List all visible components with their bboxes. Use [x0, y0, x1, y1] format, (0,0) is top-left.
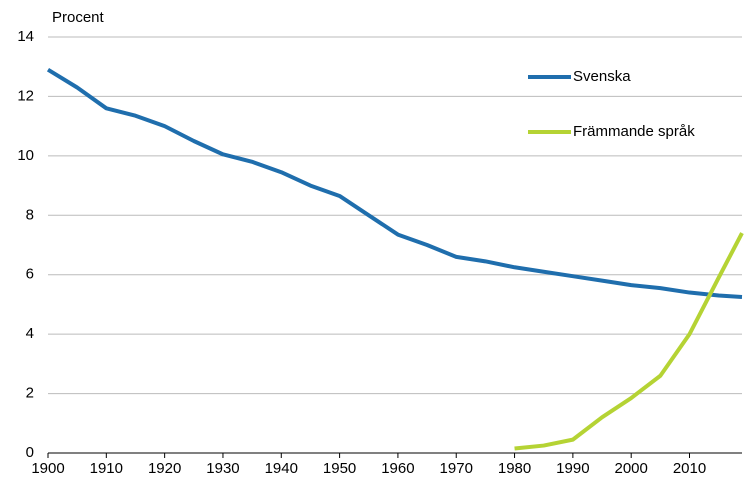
- y-tick-label: 10: [17, 147, 34, 164]
- y-axis-label: Procent: [52, 9, 105, 26]
- x-tick-label: 1940: [265, 460, 298, 477]
- x-tick-label: 1980: [498, 460, 531, 477]
- x-tick-label: 2000: [615, 460, 648, 477]
- y-tick-label: 14: [17, 28, 34, 45]
- x-tick-label: 1960: [381, 460, 414, 477]
- x-tick-label: 1930: [206, 460, 239, 477]
- y-tick-label: 12: [17, 87, 34, 104]
- y-tick-label: 8: [26, 206, 34, 223]
- x-tick-label: 1910: [90, 460, 123, 477]
- legend-label: Främmande språk: [573, 123, 695, 140]
- y-tick-label: 6: [26, 266, 34, 283]
- x-tick-label: 1990: [556, 460, 589, 477]
- series-line: [46, 67, 743, 299]
- x-tick-label: 1970: [440, 460, 473, 477]
- y-tick-label: 0: [26, 444, 34, 461]
- x-tick-label: 1900: [31, 460, 64, 477]
- x-tick-label: 2010: [673, 460, 706, 477]
- y-tick-label: 4: [26, 325, 34, 342]
- x-tick-label: 1950: [323, 460, 356, 477]
- legend-label: Svenska: [573, 68, 631, 85]
- x-tick-label: 1920: [148, 460, 181, 477]
- y-tick-label: 2: [26, 385, 34, 402]
- series-line: [514, 232, 744, 451]
